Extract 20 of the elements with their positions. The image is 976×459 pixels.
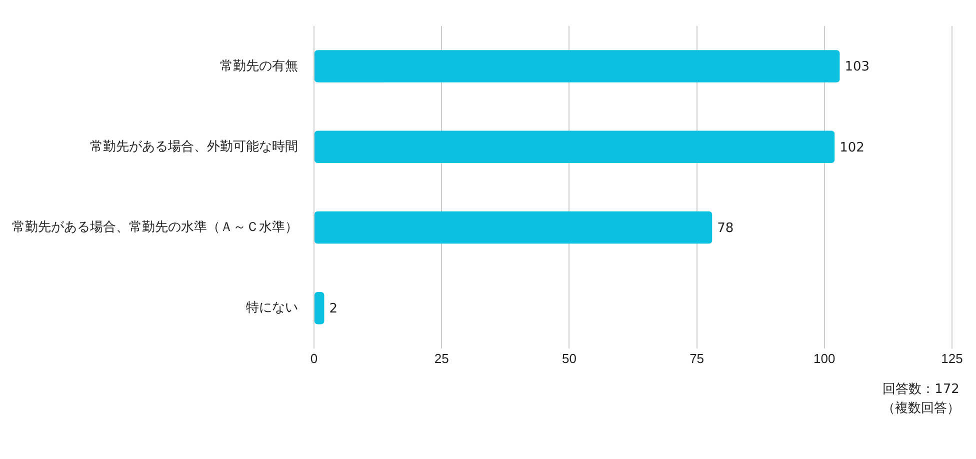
x-tick-label: 75	[690, 350, 704, 366]
x-tick-label: 25	[434, 350, 449, 366]
data-label: 103	[844, 60, 870, 75]
data-label: 78	[717, 220, 734, 236]
y-tick-label: 特にない	[246, 300, 298, 315]
data-label: 102	[840, 140, 864, 156]
x-tick-label: 125	[941, 350, 963, 366]
y-tick-label: 常勤先がある場合、外勤可能な時間	[90, 138, 298, 154]
x-tick-label: 0	[310, 350, 318, 366]
bar	[314, 292, 324, 324]
x-tick-label: 100	[814, 350, 836, 366]
text: （複数回答）	[882, 400, 960, 418]
y-tick-label: 常勤先の有無	[220, 58, 298, 73]
y-tick-label: 常勤先がある場合、常勤先の水準（Ａ～Ｃ水準）	[12, 219, 298, 234]
bar	[314, 50, 840, 82]
x-tick-label: 50	[562, 350, 576, 366]
data-label: 2	[329, 301, 338, 316]
text: 回答数：172	[882, 381, 960, 399]
bar	[314, 130, 835, 164]
bar	[314, 211, 712, 244]
